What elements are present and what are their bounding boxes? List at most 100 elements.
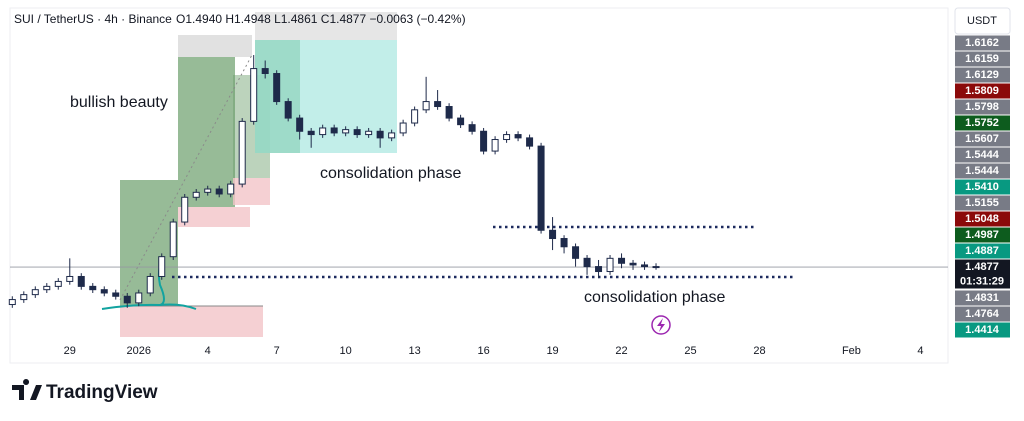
candle-body [457,117,465,126]
price-tag [955,115,1010,131]
candle-body [169,221,177,258]
candle-body [31,289,39,296]
price-tag [955,35,1010,51]
price-tag [955,306,1010,322]
candle-body [319,127,327,136]
candle-body [388,132,396,139]
countdown: 01:31:29 [960,275,1004,287]
candle-body [192,191,200,198]
candle-body [434,101,442,108]
candle-body [8,299,16,306]
price-tag-label: 1.5798 [965,101,999,113]
candle-body [411,109,419,124]
price-tag [955,83,1010,99]
ohlc-readout: O1.4940 H1.4948 L1.4861 C1.4877 −0.0063 … [176,12,466,26]
price-tag-label: 1.4414 [965,324,1000,336]
stop-box [120,306,263,337]
candle-body [445,106,453,119]
candle-body [422,101,430,111]
candle-body [526,137,534,147]
currency-box[interactable] [954,7,1011,35]
icon-bolt[interactable] [657,318,665,332]
candle-body [330,127,338,134]
candle-body [296,117,304,132]
candle-body [503,134,511,141]
x-tick-label: 25 [684,345,696,357]
candle-body [514,134,522,139]
stop-box [178,207,250,227]
target-box [255,12,397,40]
x-tick-label: 10 [340,345,352,357]
price-tag [955,259,1010,275]
candle-body [284,101,292,119]
price-tag [955,179,1010,195]
candle-body [66,275,74,282]
candle-body [89,285,97,291]
price-tag-label: 1.5752 [965,117,999,129]
price-tag-label: 1.4831 [965,292,999,304]
price-tag-label: 1.5607 [965,133,999,145]
candle-body [112,292,120,297]
price-tag [955,131,1010,147]
candle-body [77,275,85,287]
lightning-icon[interactable] [651,315,671,335]
price-tag [955,99,1010,115]
x-tick-label: 4 [205,345,211,357]
candle-body [43,285,51,291]
candle-body [618,257,626,264]
x-tick-label: Feb [842,345,861,357]
countdown-tag [955,274,1010,289]
candle-body [54,280,62,287]
price-tag-label: 1.4987 [965,229,999,241]
price-tag-label: 1.5444 [965,165,1000,177]
candle-body [146,275,154,294]
price-tag-label: 1.5410 [965,181,999,193]
trend-line [119,54,253,301]
candle-body [100,289,108,294]
price-tag [955,195,1010,211]
candle-body [491,139,499,152]
x-tick-label: 19 [546,345,558,357]
candle-body [537,145,545,231]
price-tag [955,163,1010,179]
logo-mark [12,379,42,400]
candle-body [583,257,591,268]
annotation: bullish beauty [70,94,168,111]
x-tick-label: 13 [409,345,421,357]
candle-body [158,256,166,277]
price-tag [955,290,1010,306]
candle-body [273,73,281,103]
candle-body [376,130,384,139]
target-box [178,35,252,57]
x-tick-label: 28 [753,345,765,357]
candle-body [365,130,373,136]
price-tag [955,322,1010,338]
price-tag [955,227,1010,243]
candle-body [342,129,350,134]
candle-body [480,130,488,152]
candle-body [227,183,235,195]
price-tag-label: 1.6162 [965,37,999,49]
x-tick-label: 29 [64,345,76,357]
price-tag-label: 1.5444 [965,149,1000,161]
candle-body [238,120,246,185]
price-tag [955,147,1010,163]
x-tick-label: 16 [477,345,489,357]
currency[interactable]: USDT [967,15,997,27]
candle-body [549,229,557,240]
brand-logo: TradingView [12,379,158,403]
x-tick-label: 7 [274,345,280,357]
annotation: consolidation phase [320,165,462,182]
stop-box [233,178,270,205]
long-box [178,57,235,207]
price-tag-label: 1.6159 [965,53,999,65]
candle-body [641,264,649,268]
candle-body [250,68,258,122]
candle-body [307,130,315,136]
brand-name: TradingView [46,382,158,403]
price-tag-label: 1.4887 [965,245,999,257]
annotation: consolidation phase [584,289,726,306]
price-tag-label: 1.5048 [965,213,999,225]
price-tag-label: 1.5155 [965,197,999,209]
